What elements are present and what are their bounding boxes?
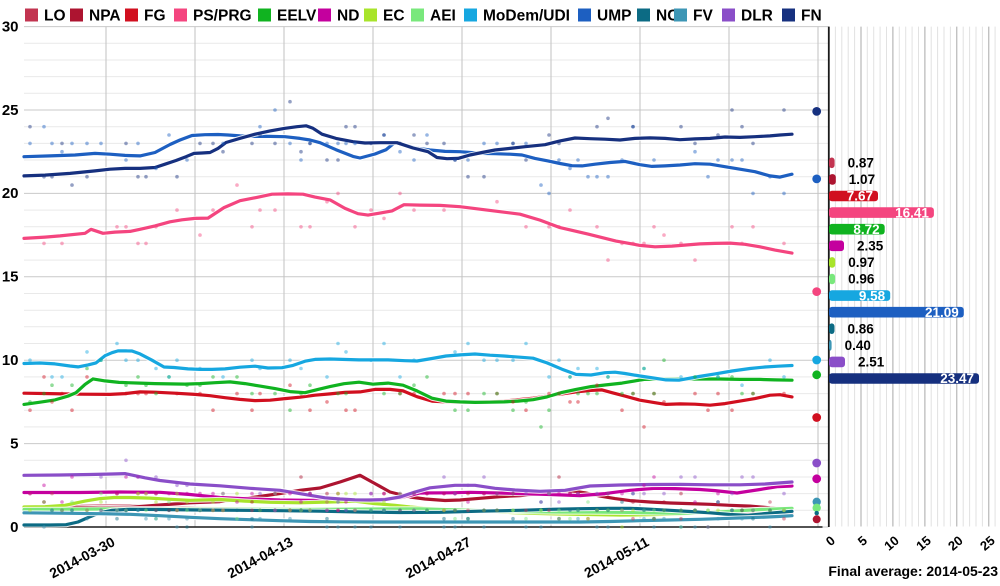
svg-text:0.86: 0.86	[848, 321, 875, 336]
svg-text:25: 25	[2, 102, 19, 119]
svg-text:1.07: 1.07	[849, 172, 875, 187]
svg-text:FV: FV	[693, 8, 713, 25]
svg-text:ND: ND	[337, 8, 359, 25]
svg-text:FN: FN	[801, 8, 822, 25]
svg-text:FG: FG	[144, 8, 166, 25]
svg-text:EELV: EELV	[277, 8, 317, 25]
svg-text:2.35: 2.35	[857, 239, 884, 254]
svg-text:NC: NC	[656, 8, 678, 25]
svg-text:NPA: NPA	[89, 8, 121, 25]
svg-text:9.58: 9.58	[859, 288, 886, 303]
svg-text:10: 10	[2, 352, 19, 369]
svg-text:DLR: DLR	[741, 8, 773, 25]
svg-text:16.41: 16.41	[895, 205, 929, 220]
svg-text:Final average: 2014-05-23: Final average: 2014-05-23	[828, 563, 998, 579]
svg-text:2.51: 2.51	[858, 355, 885, 370]
svg-text:LO: LO	[44, 8, 66, 25]
svg-text:EC: EC	[383, 8, 405, 25]
svg-text:0.97: 0.97	[848, 255, 874, 270]
svg-text:15: 15	[2, 269, 19, 286]
svg-text:30: 30	[2, 18, 19, 35]
svg-text:PS/PRG: PS/PRG	[193, 8, 252, 25]
svg-text:0.96: 0.96	[848, 272, 875, 287]
svg-text:0.87: 0.87	[848, 156, 874, 171]
svg-text:23.47: 23.47	[940, 371, 974, 386]
svg-text:20: 20	[2, 185, 19, 202]
svg-text:0: 0	[10, 519, 18, 536]
svg-text:MoDem/UDI: MoDem/UDI	[483, 8, 570, 25]
svg-text:5: 5	[10, 435, 18, 452]
svg-text:21.09: 21.09	[925, 305, 959, 320]
svg-text:0.40: 0.40	[845, 338, 871, 353]
svg-text:8.72: 8.72	[853, 222, 879, 237]
svg-text:AEI: AEI	[430, 8, 456, 25]
svg-text:7.67: 7.67	[847, 189, 873, 204]
svg-text:UMP: UMP	[597, 8, 631, 25]
